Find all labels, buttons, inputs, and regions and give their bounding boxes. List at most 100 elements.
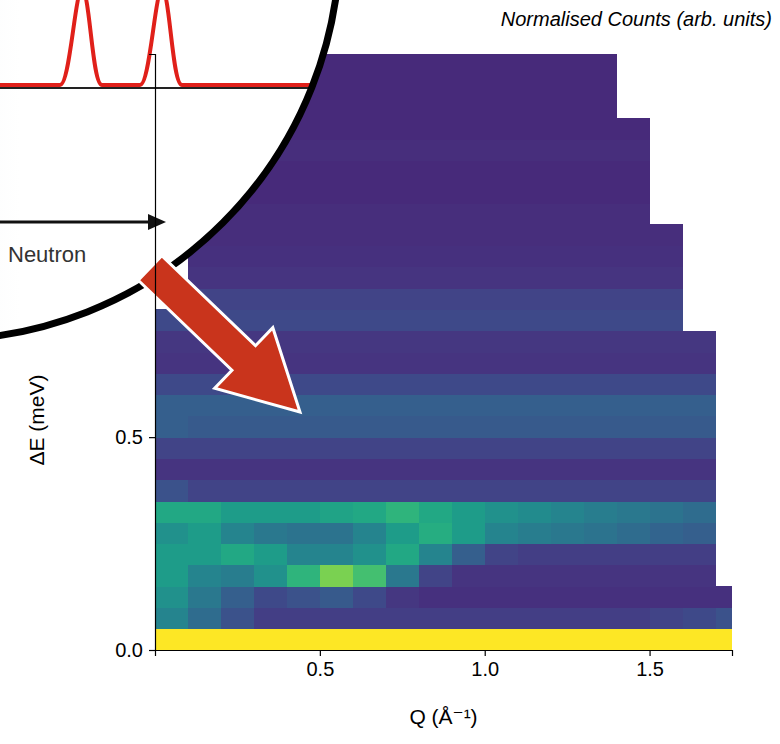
heatmap-cell — [320, 267, 353, 289]
heatmap-cell — [650, 309, 683, 331]
heatmap-cell — [452, 139, 485, 161]
heatmap-cell — [551, 203, 584, 225]
heatmap-cell — [683, 458, 716, 480]
heatmap-cell — [617, 352, 650, 374]
heatmap-cell — [386, 629, 419, 650]
heatmap-cell — [419, 203, 452, 225]
heatmap-cell — [584, 267, 617, 289]
tick-label: 0.5 — [115, 426, 143, 448]
heatmap-cell — [320, 522, 353, 544]
tick-label: 0.0 — [115, 639, 143, 661]
heatmap-cell — [419, 522, 452, 544]
heatmap-cell — [617, 160, 650, 182]
y-axis: 0.0 0.5 — [115, 55, 155, 661]
heatmap-cell — [518, 331, 551, 353]
heatmap-cell — [551, 437, 584, 459]
heatmap-cell — [320, 160, 353, 182]
heatmap-cell — [287, 629, 320, 650]
heatmap-cell — [518, 352, 551, 374]
heatmap-cell — [551, 458, 584, 480]
heatmap-cell — [287, 246, 320, 268]
heatmap-cell — [353, 182, 386, 204]
heatmap-cell — [287, 203, 320, 225]
heatmap-cell — [551, 565, 584, 587]
heatmap-cell — [617, 224, 650, 246]
heatmap-cell — [584, 118, 617, 140]
heatmap-cell — [518, 267, 551, 289]
heatmap-cell — [287, 501, 320, 523]
heatmap-cell — [650, 544, 683, 566]
heatmap-cell — [254, 437, 287, 459]
heatmap-cell — [254, 224, 287, 246]
tick: 0.5 — [115, 426, 155, 448]
heatmap-cell — [320, 629, 353, 650]
heatmap-cell — [551, 267, 584, 289]
heatmap-cell — [188, 480, 221, 502]
heatmap-cell — [221, 522, 254, 544]
heatmap-cell — [617, 373, 650, 395]
heatmap-cell — [419, 416, 452, 438]
heatmap-cell — [155, 629, 188, 650]
heatmap-cell — [155, 458, 188, 480]
heatmap-cell — [485, 480, 518, 502]
heatmap-cell — [419, 246, 452, 268]
heatmap-cell — [617, 629, 650, 650]
tick-mark — [649, 650, 650, 656]
heatmap-cell — [551, 139, 584, 161]
heatmap-cell — [320, 224, 353, 246]
heatmap-cell — [650, 395, 683, 417]
heatmap-cell — [254, 480, 287, 502]
heatmap-cell — [683, 331, 716, 353]
heatmap-cell — [485, 288, 518, 310]
heatmap-cell — [221, 544, 254, 566]
tick: 0.0 — [115, 639, 155, 661]
heatmap-cell — [683, 522, 716, 544]
heatmap-cell — [650, 331, 683, 353]
heatmap-cell — [452, 565, 485, 587]
heatmap-cell — [518, 416, 551, 438]
heatmap-cell — [353, 458, 386, 480]
heatmap-cell — [452, 586, 485, 608]
heatmap-cell — [419, 75, 452, 97]
heatmap-cell — [155, 501, 188, 523]
heatmap-cell — [485, 97, 518, 119]
heatmap-cell — [353, 395, 386, 417]
heatmap-cell — [386, 501, 419, 523]
heatmap-cell — [353, 224, 386, 246]
heatmap-cell — [353, 586, 386, 608]
heatmap-cell — [386, 54, 419, 76]
heatmap-cell — [683, 480, 716, 502]
heatmap-cell — [452, 182, 485, 204]
heatmap-cell — [617, 331, 650, 353]
heatmap-cell — [485, 224, 518, 246]
heatmap-cell — [386, 309, 419, 331]
heatmap-cell — [386, 437, 419, 459]
heatmap-cell — [452, 416, 485, 438]
heatmap-cell — [551, 352, 584, 374]
heatmap-cell — [320, 309, 353, 331]
heatmap-cell — [584, 522, 617, 544]
heatmap-cell — [617, 437, 650, 459]
heatmap-cell — [254, 288, 287, 310]
heatmap-cell — [254, 629, 287, 650]
heatmap-cell — [485, 522, 518, 544]
heatmap-cell — [617, 501, 650, 523]
heatmap-cell — [188, 629, 221, 650]
heatmap-cell — [518, 75, 551, 97]
heatmap-cell — [452, 160, 485, 182]
heatmap-cell — [320, 331, 353, 353]
heatmap-cell — [155, 352, 188, 374]
heatmap-cell — [419, 160, 452, 182]
heatmap-cell — [155, 416, 188, 438]
heatmap-cell — [419, 224, 452, 246]
heatmap-cell — [386, 288, 419, 310]
heatmap-cell — [320, 480, 353, 502]
heatmap-cell — [320, 544, 353, 566]
tick: 1.0 — [471, 650, 499, 680]
heatmap-cell — [419, 139, 452, 161]
heatmap-cell — [518, 501, 551, 523]
heatmap-cell — [650, 246, 683, 268]
heatmap-cell — [617, 565, 650, 587]
heatmap-cell — [419, 607, 452, 629]
heatmap-cell — [683, 607, 716, 629]
